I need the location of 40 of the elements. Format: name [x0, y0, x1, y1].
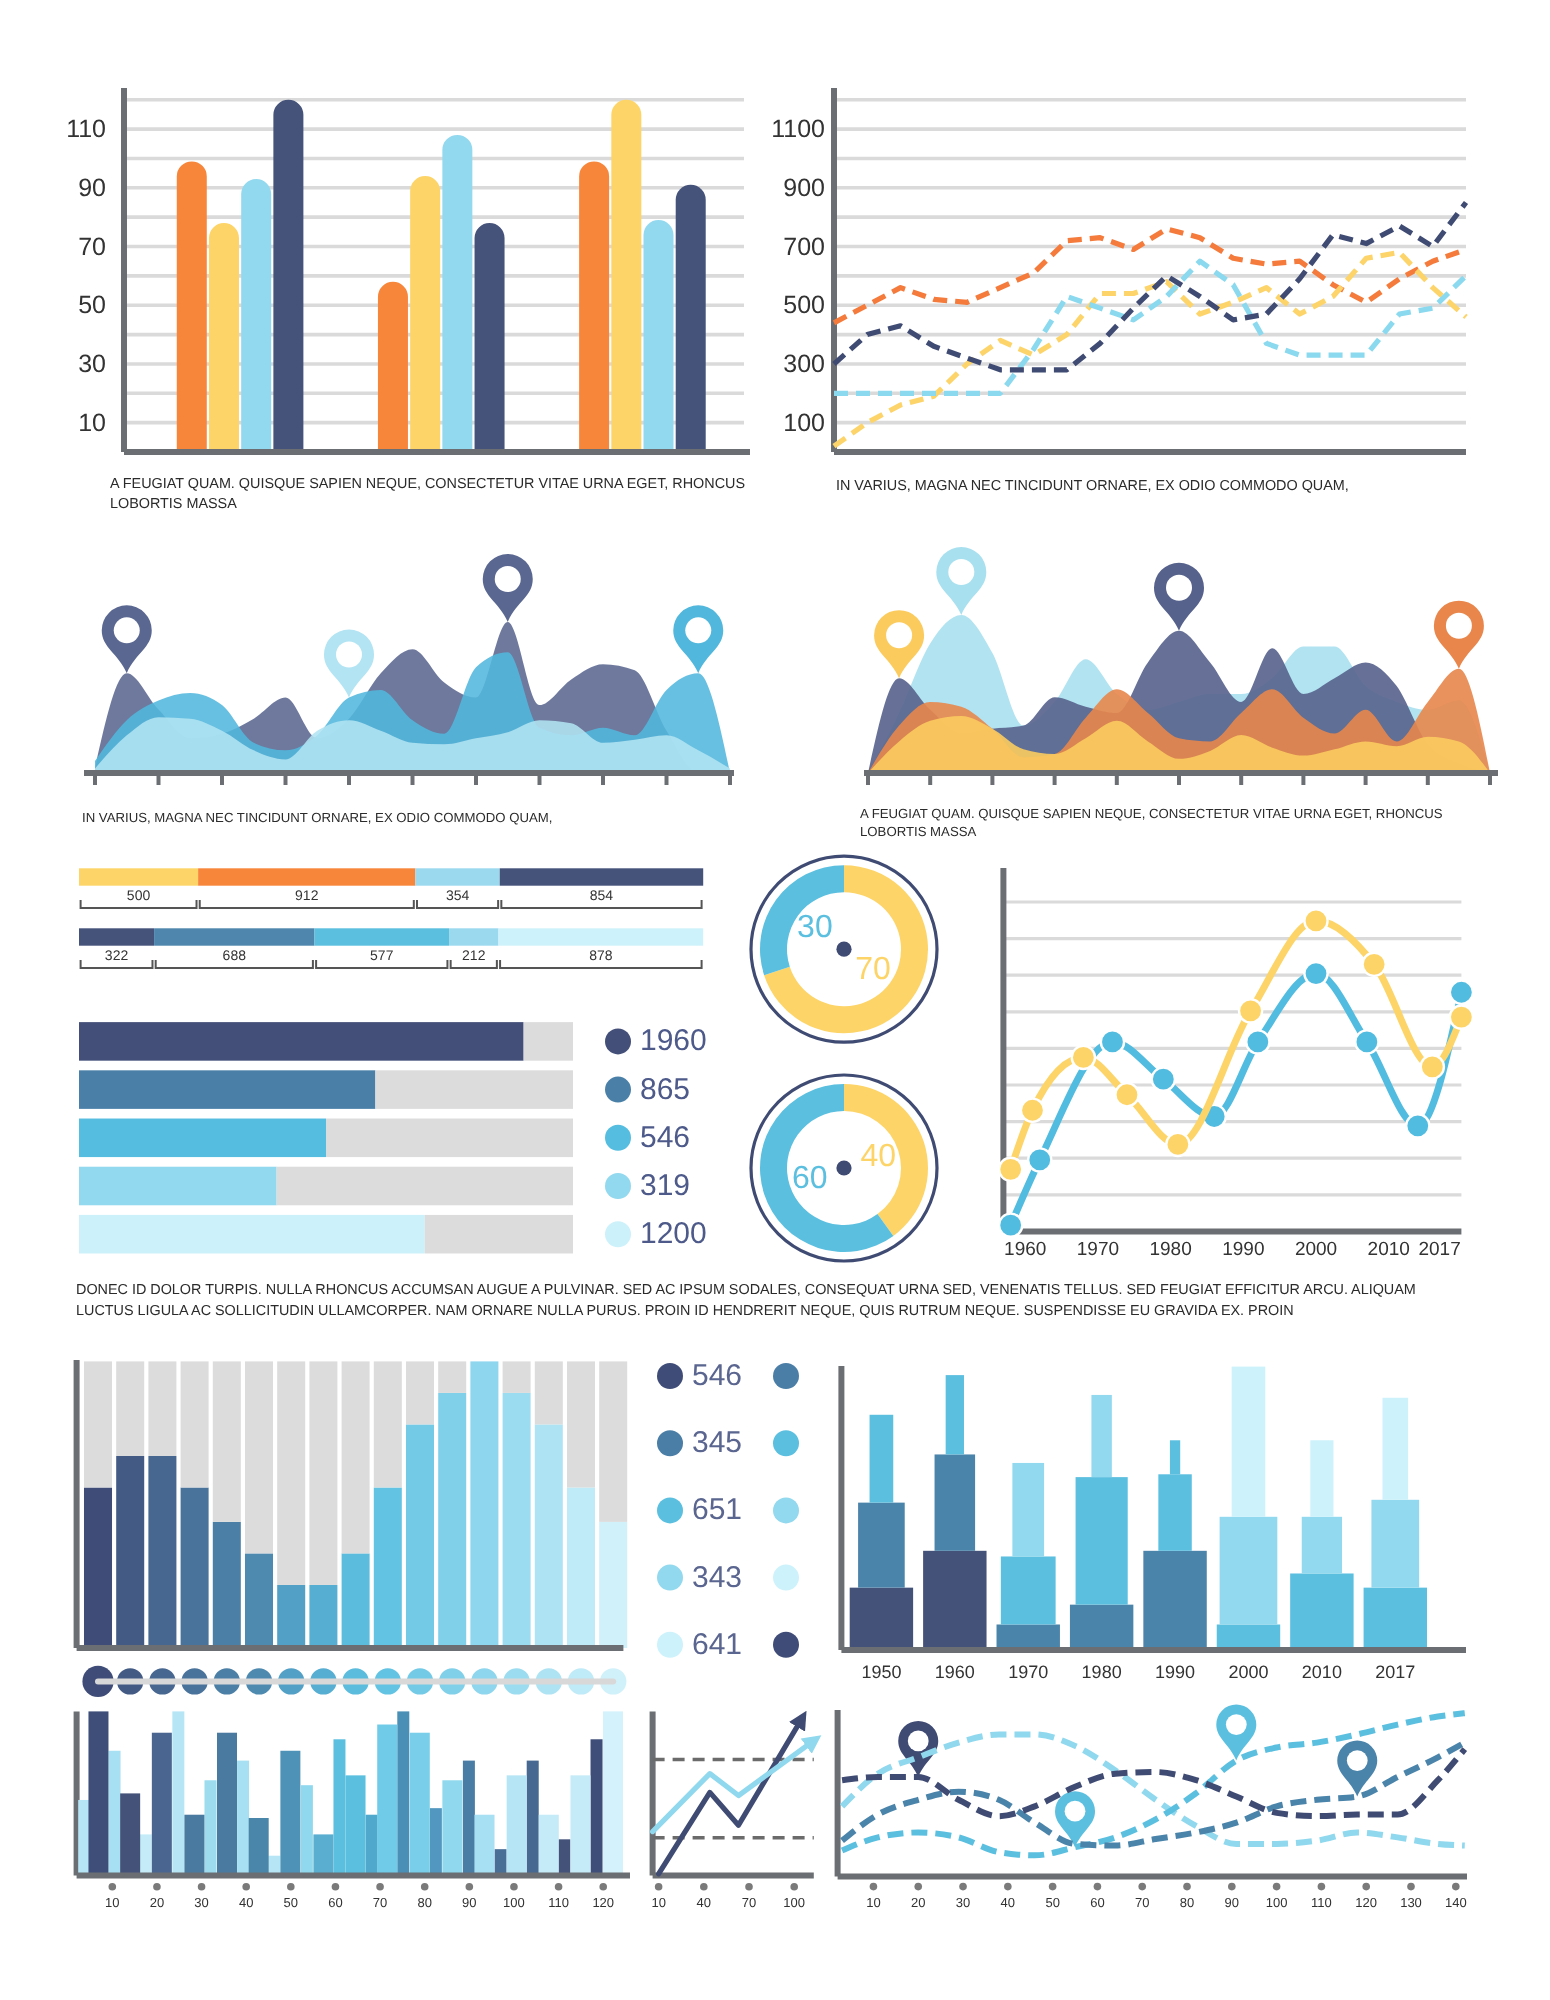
- y-tick-label: 1200: [640, 1217, 707, 1252]
- x-tick-label: 2000: [1228, 1661, 1269, 1682]
- y-tick-label: 50: [78, 291, 107, 320]
- y-tick-label: 700: [783, 232, 826, 261]
- y-tick-label: 1100: [771, 115, 826, 144]
- y-tick-label: 546: [640, 1120, 691, 1155]
- y-tick-label: 900: [783, 173, 826, 202]
- x-tick-label: 1990: [1155, 1661, 1196, 1682]
- y-tick-label: 319: [640, 1169, 691, 1203]
- x-tick-label: 1990: [1222, 1238, 1265, 1261]
- y-tick-label: 865: [640, 1072, 691, 1107]
- y-tick-label: 70: [78, 232, 107, 261]
- x-tick-label: 2017: [1418, 1238, 1461, 1261]
- text: 651: [692, 1493, 743, 1528]
- x-tick-label: 1980: [1149, 1238, 1192, 1261]
- y-tick-label: 300: [783, 349, 826, 378]
- text: 343: [692, 1560, 743, 1595]
- x-tick-label: 2010: [1367, 1238, 1410, 1261]
- text: 345: [692, 1426, 743, 1461]
- x-tick-label: 1950: [861, 1661, 902, 1682]
- y-tick-label: 30: [78, 349, 107, 378]
- data-label: 60: [791, 1162, 828, 1197]
- x-tick-label: 1980: [1081, 1661, 1122, 1682]
- data-label: 70: [855, 953, 892, 988]
- y-tick-label: 110: [66, 115, 107, 144]
- x-tick-label: 2010: [1301, 1661, 1342, 1682]
- y-tick-label: 10: [78, 408, 107, 437]
- x-tick-label: 2000: [1294, 1238, 1338, 1261]
- x-tick-label: 1960: [934, 1661, 975, 1682]
- y-tick-label: 100: [783, 408, 826, 437]
- x-tick-label: 1970: [1008, 1661, 1049, 1682]
- y-tick-label: 1960: [640, 1024, 707, 1059]
- x-tick-label: 1970: [1076, 1238, 1120, 1261]
- text: 641: [692, 1627, 743, 1662]
- x-tick-label: 1960: [1004, 1238, 1047, 1261]
- x-tick-label: 2017: [1375, 1661, 1416, 1682]
- y-tick-label: 500: [783, 291, 826, 320]
- data-label: 40: [860, 1139, 897, 1174]
- text: 546: [692, 1359, 743, 1393]
- y-tick-label: 90: [78, 173, 107, 202]
